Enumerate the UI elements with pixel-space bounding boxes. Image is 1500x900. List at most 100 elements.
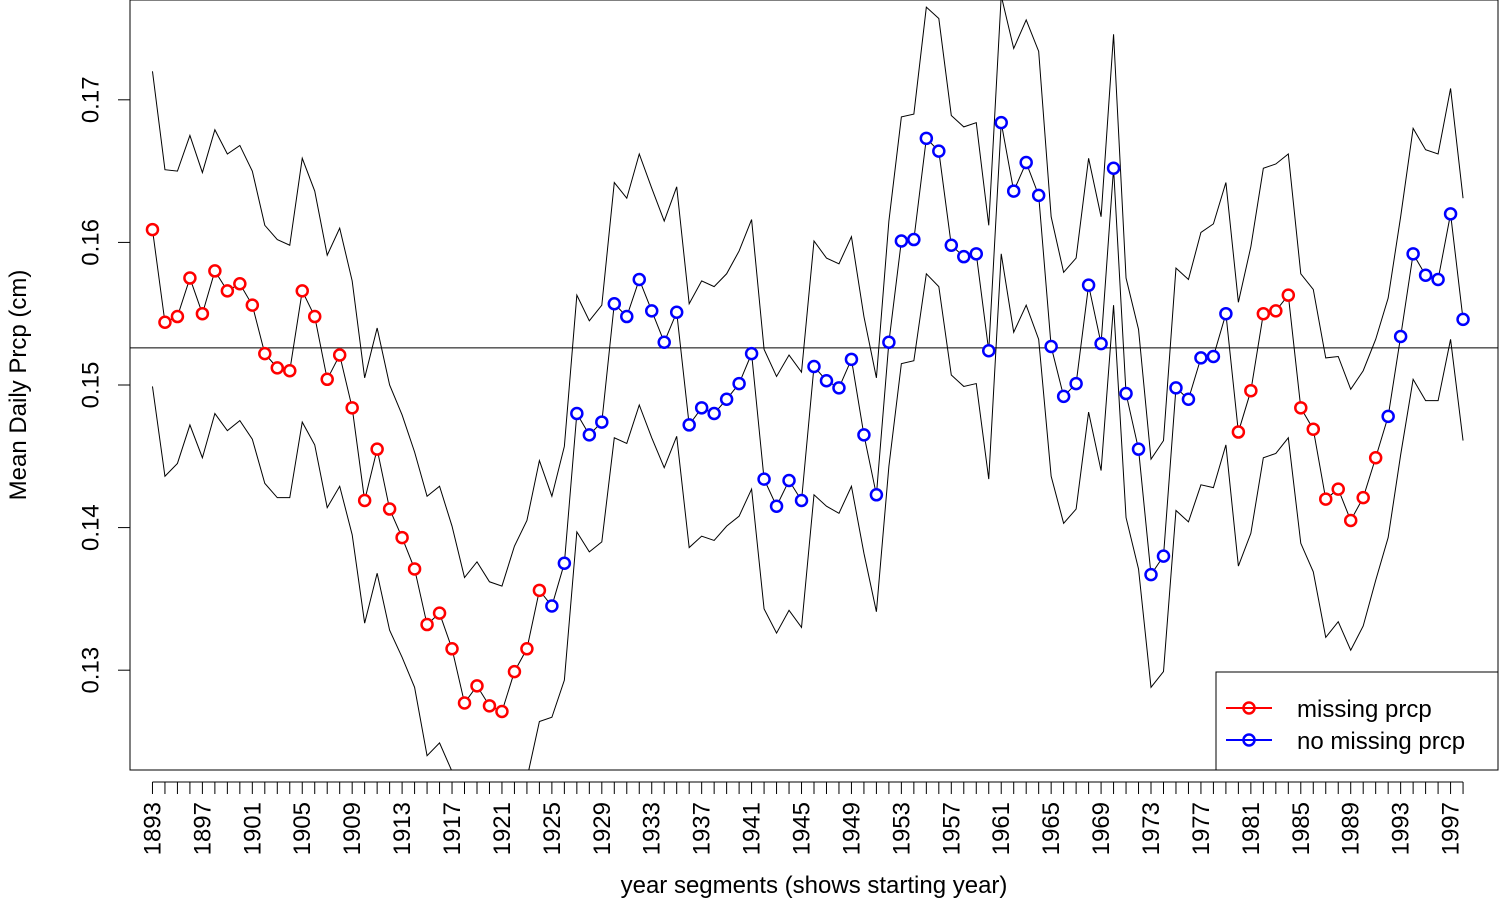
data-point	[570, 406, 584, 421]
data-point	[432, 606, 447, 620]
data-point	[1368, 450, 1383, 465]
x-tick-label: 1917	[439, 802, 466, 855]
x-tick-label: 1945	[789, 802, 816, 855]
data-point	[245, 298, 260, 312]
y-tick-label: 0.17	[77, 76, 104, 123]
data-point	[1019, 155, 1033, 170]
data-point	[907, 232, 921, 247]
data-point	[620, 309, 634, 324]
x-tick-label: 1933	[639, 802, 666, 855]
data-point	[882, 335, 896, 349]
data-point	[170, 309, 185, 324]
y-axis: 0.13 0.14 0.15 0.16 0.17	[77, 76, 130, 694]
data-point	[832, 381, 846, 395]
data-point	[1219, 306, 1233, 321]
x-tick-label: 1961	[988, 802, 1015, 855]
data-point	[445, 642, 459, 656]
mean-line	[151, 122, 1464, 713]
y-tick-label: 0.13	[77, 647, 104, 694]
data-point	[482, 699, 497, 713]
data-point	[1331, 482, 1345, 496]
legend-marker-missing	[1242, 701, 1256, 715]
data-point	[1169, 381, 1183, 395]
data-point	[1443, 207, 1458, 221]
data-point	[470, 679, 484, 693]
data-point	[1156, 549, 1171, 563]
y-tick-label: 0.16	[77, 219, 104, 266]
data-point	[944, 238, 959, 253]
upper-bound-line	[151, 0, 1464, 587]
data-point	[607, 296, 622, 311]
data-point	[981, 344, 996, 358]
data-point	[657, 335, 671, 349]
data-point	[208, 264, 222, 278]
data-point	[1306, 422, 1321, 436]
data-point	[844, 352, 859, 367]
data-point	[1119, 386, 1133, 401]
data-point	[732, 376, 746, 391]
data-point	[744, 346, 759, 361]
data-point	[507, 664, 522, 679]
plot-area	[130, 0, 1498, 770]
data-point	[370, 442, 384, 456]
data-point	[632, 272, 647, 287]
data-point	[969, 247, 984, 261]
data-point	[769, 499, 784, 513]
data-point	[582, 428, 597, 442]
x-tick-label: 1985	[1288, 802, 1315, 855]
data-point	[919, 131, 934, 146]
x-tick-label: 1941	[739, 802, 766, 855]
data-point	[407, 562, 422, 576]
data-point	[1131, 442, 1146, 456]
data-point	[1294, 401, 1308, 415]
x-tick-label: 1997	[1438, 802, 1465, 855]
data-point	[520, 642, 534, 656]
data-point	[1406, 247, 1420, 261]
data-point	[1206, 349, 1221, 364]
plot-border	[129, 0, 1499, 771]
data-point	[1393, 329, 1408, 344]
x-tick-label: 1937	[689, 802, 716, 855]
x-tick-label: 1957	[938, 802, 965, 855]
x-tick-label: 1977	[1188, 802, 1215, 855]
data-point	[857, 428, 871, 442]
legend-box	[1215, 671, 1499, 771]
data-point	[320, 372, 334, 387]
data-point	[694, 401, 709, 415]
data-point	[707, 406, 721, 421]
data-point	[307, 309, 322, 324]
data-point	[1056, 389, 1071, 404]
data-point	[794, 493, 809, 508]
data-point	[545, 599, 559, 613]
data-point	[1044, 339, 1058, 354]
data-point	[1381, 409, 1395, 424]
data-point	[757, 472, 771, 486]
data-point	[420, 617, 434, 632]
data-point	[220, 284, 235, 298]
data-point	[932, 144, 946, 158]
data-point	[595, 415, 609, 429]
data-point	[1031, 188, 1046, 203]
data-point	[994, 115, 1008, 130]
x-tick-label: 1921	[489, 802, 516, 855]
data-point	[1343, 513, 1358, 528]
data-point	[1094, 336, 1108, 351]
y-tick-label: 0.15	[77, 362, 104, 409]
data-point	[158, 315, 172, 330]
x-tick-label: 1949	[838, 802, 865, 855]
data-point	[183, 271, 197, 285]
data-point	[1269, 304, 1283, 318]
data-point	[819, 373, 834, 388]
x-axis-title: year segments (shows starting year)	[621, 872, 1008, 899]
x-tick-label: 1993	[1388, 802, 1415, 855]
data-point	[145, 222, 160, 237]
data-point	[1106, 161, 1121, 176]
data-point	[1231, 425, 1246, 439]
data-point	[957, 249, 971, 264]
data-point	[357, 493, 372, 508]
data-point	[557, 556, 572, 570]
x-tick-label: 1905	[289, 802, 316, 855]
data-point	[644, 304, 659, 318]
data-point	[1356, 490, 1370, 505]
